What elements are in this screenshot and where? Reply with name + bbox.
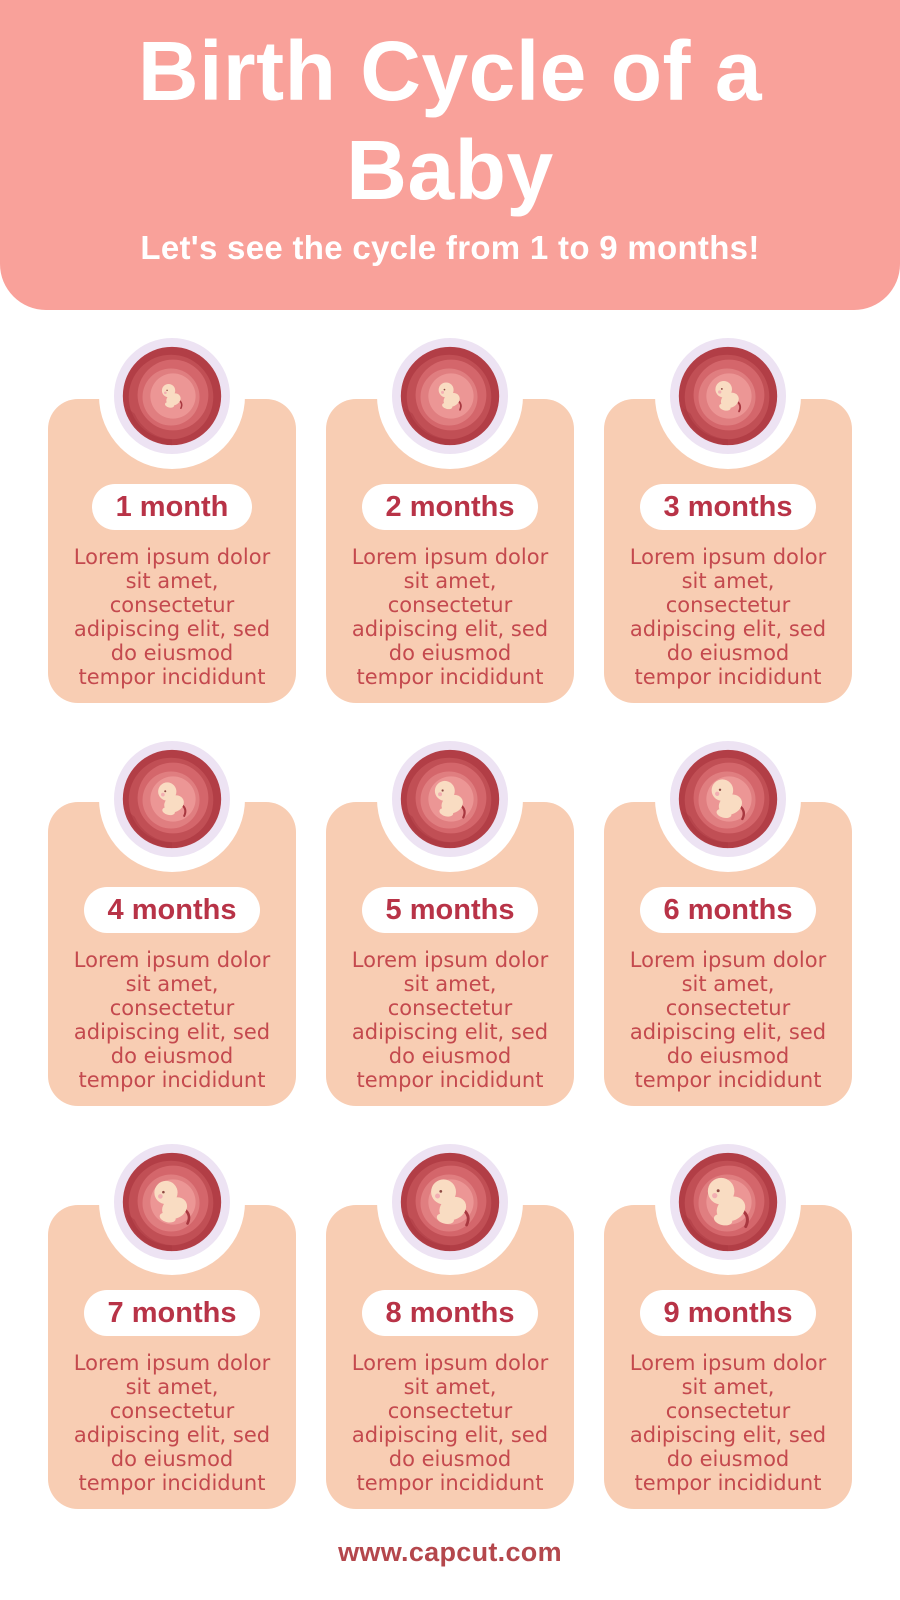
fetus-baby: [438, 382, 462, 411]
cards-grid: 1 month Lorem ipsum dolor sit amet, cons…: [48, 323, 852, 1509]
month-card: 6 months Lorem ipsum dolor sit amet, con…: [604, 802, 852, 1106]
womb-illustration: [113, 740, 231, 858]
month-badge: 9 months: [639, 1290, 817, 1336]
month-description: Lorem ipsum dolor sit amet, consectetur …: [629, 1351, 827, 1495]
fetus-icon: [391, 337, 509, 455]
fetus-icon: [113, 337, 231, 455]
fetus-icon: [113, 740, 231, 858]
fetus-baby: [715, 380, 742, 413]
month-card-cell: 9 months Lorem ipsum dolor sit amet, con…: [604, 1129, 852, 1509]
fetus-baby: [434, 780, 466, 819]
womb-illustration: [391, 740, 509, 858]
month-badge: 1 month: [91, 484, 253, 530]
month-description: Lorem ipsum dolor sit amet, consectetur …: [73, 545, 271, 689]
month-card-cell: 3 months Lorem ipsum dolor sit amet, con…: [604, 323, 852, 703]
fetus-icon: [113, 1143, 231, 1261]
month-card-cell: 2 months Lorem ipsum dolor sit amet, con…: [326, 323, 574, 703]
month-card: 2 months Lorem ipsum dolor sit amet, con…: [326, 399, 574, 703]
fetus-baby: [158, 782, 187, 817]
month-card-cell: 8 months Lorem ipsum dolor sit amet, con…: [326, 1129, 574, 1509]
fetus-icon: [669, 740, 787, 858]
month-description: Lorem ipsum dolor sit amet, consectetur …: [351, 545, 549, 689]
womb-illustration: [113, 337, 231, 455]
month-card-cell: 1 month Lorem ipsum dolor sit amet, cons…: [48, 323, 296, 703]
header-banner: Birth Cycle of a Baby Let's see the cycl…: [0, 0, 900, 310]
fetus-icon: [391, 1143, 509, 1261]
month-badge: 8 months: [361, 1290, 539, 1336]
month-badge: 3 months: [639, 484, 817, 530]
page-title: Birth Cycle of a Baby: [137, 24, 763, 217]
month-badge: 2 months: [361, 484, 539, 530]
month-badge: 5 months: [361, 887, 539, 933]
month-description: Lorem ipsum dolor sit amet, consectetur …: [629, 545, 827, 689]
fetus-icon: [669, 1143, 787, 1261]
month-description: Lorem ipsum dolor sit amet, consectetur …: [73, 1351, 271, 1495]
fetus-baby: [161, 383, 183, 410]
page-subtitle: Let's see the cycle from 1 to 9 months!: [140, 229, 760, 266]
month-card-cell: 6 months Lorem ipsum dolor sit amet, con…: [604, 726, 852, 1106]
month-card-cell: 5 months Lorem ipsum dolor sit amet, con…: [326, 726, 574, 1106]
month-card: 3 months Lorem ipsum dolor sit amet, con…: [604, 399, 852, 703]
month-description: Lorem ipsum dolor sit amet, consectetur …: [351, 948, 549, 1092]
month-card-cell: 4 months Lorem ipsum dolor sit amet, con…: [48, 726, 296, 1106]
footer-url: www.capcut.com: [338, 1537, 562, 1567]
fetus-baby: [711, 779, 745, 821]
month-description: Lorem ipsum dolor sit amet, consectetur …: [73, 948, 271, 1092]
month-card-cell: 7 months Lorem ipsum dolor sit amet, con…: [48, 1129, 296, 1509]
month-badge: 7 months: [83, 1290, 261, 1336]
womb-illustration: [113, 1143, 231, 1261]
month-description: Lorem ipsum dolor sit amet, consectetur …: [629, 948, 827, 1092]
fetus-icon: [669, 337, 787, 455]
fetus-baby: [154, 1180, 191, 1225]
womb-illustration: [391, 337, 509, 455]
month-description: Lorem ipsum dolor sit amet, consectetur …: [351, 1351, 549, 1495]
fetus-icon: [391, 740, 509, 858]
womb-illustration: [669, 337, 787, 455]
month-card: 7 months Lorem ipsum dolor sit amet, con…: [48, 1205, 296, 1509]
fetus-baby: [431, 1179, 470, 1227]
womb-illustration: [669, 1143, 787, 1261]
fetus-baby: [707, 1177, 749, 1229]
womb-illustration: [391, 1143, 509, 1261]
month-badge: 6 months: [639, 887, 817, 933]
womb-illustration: [669, 740, 787, 858]
month-badge: 4 months: [83, 887, 261, 933]
